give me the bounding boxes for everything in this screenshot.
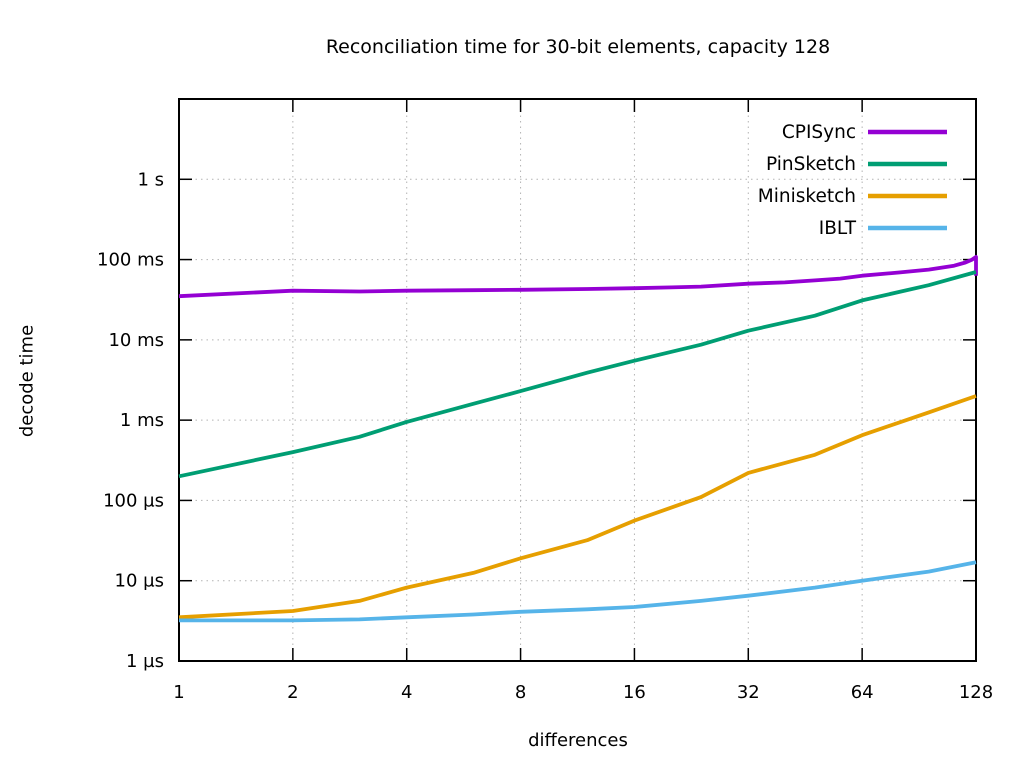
y-tick-label: 10 ms	[108, 330, 164, 351]
x-tick-label: 8	[515, 682, 526, 703]
x-tick-label: 16	[623, 682, 646, 703]
series-line-minisketch	[178, 394, 977, 620]
legend-label-cpisync: CPISync	[782, 122, 856, 143]
x-tick-label: 64	[851, 682, 874, 703]
x-tick-label: 128	[959, 682, 993, 703]
legend-label-pinsketch: PinSketch	[766, 154, 856, 175]
series-line-cpisync	[178, 254, 978, 299]
y-tick-label: 100 µs	[103, 490, 164, 511]
legend-label-minisketch: Minisketch	[758, 186, 856, 207]
y-tick-label: 10 µs	[115, 571, 164, 592]
x-tick-label: 32	[737, 682, 760, 703]
x-tick-label: 1	[173, 682, 184, 703]
series-line-pinsketch	[178, 270, 977, 479]
y-tick-label: 1 s	[137, 169, 164, 190]
chart-title: Reconciliation time for 30-bit elements,…	[325, 36, 831, 58]
legend-label-iblt: IBLT	[819, 218, 857, 239]
plot-border	[178, 98, 977, 662]
x-tick-label: 4	[401, 682, 412, 703]
x-tick-label: 2	[287, 682, 298, 703]
series-line-iblt	[179, 560, 977, 623]
y-tick-label: 1 ms	[120, 410, 164, 431]
y-tick-label: 100 ms	[97, 250, 164, 271]
y-tick-label: 1 µs	[126, 651, 164, 672]
x-axis-label: differences	[528, 730, 628, 751]
